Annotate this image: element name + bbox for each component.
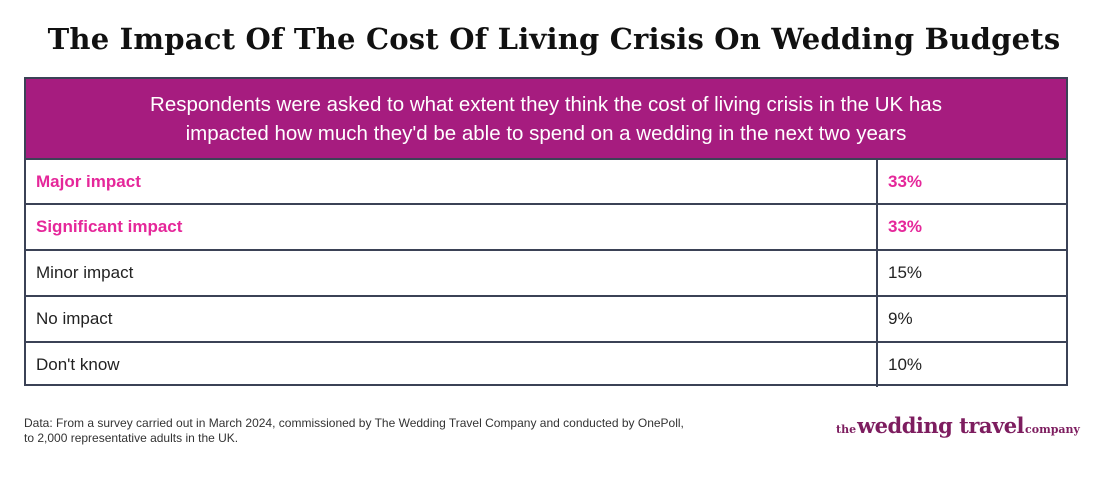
row-label: No impact (26, 297, 878, 341)
results-table: Respondents were asked to what extent th… (24, 77, 1068, 387)
table-row: Don't know 10% (26, 341, 1066, 387)
logo-prefix: the (836, 423, 857, 436)
table-row: No impact 9% (26, 295, 1066, 341)
header-line-1: Respondents were asked to what extent th… (150, 92, 942, 116)
company-logo: the wedding travel company (836, 413, 1080, 445)
row-label: Major impact (26, 160, 878, 203)
row-label: Minor impact (26, 251, 878, 295)
logo-suffix: company (1025, 423, 1080, 436)
row-value: 15% (888, 263, 923, 282)
table-row: Significant impact 33% (26, 203, 1066, 249)
table-row: Major impact 33% (26, 158, 1066, 203)
row-value: 33% (888, 217, 923, 236)
footnote-line-1: Data: From a survey carried out in March… (24, 416, 684, 430)
row-value: 9% (888, 309, 913, 328)
row-value: 33% (888, 171, 923, 191)
header-line-2: impacted how much they'd be able to spen… (185, 121, 907, 145)
row-label: Significant impact (26, 205, 878, 249)
table-header: Respondents were asked to what extent th… (26, 79, 1066, 158)
row-value: 10% (888, 355, 923, 374)
row-label: Don't know (26, 343, 878, 387)
source-footnote: Data: From a survey carried out in March… (24, 416, 784, 446)
footnote-line-2: to 2,000 representative adults in the UK… (24, 431, 239, 445)
page-title: The Impact Of The Cost Of Living Crisis … (47, 22, 1061, 56)
logo-main: wedding travel (857, 413, 1025, 438)
table-row: Minor impact 15% (26, 249, 1066, 295)
